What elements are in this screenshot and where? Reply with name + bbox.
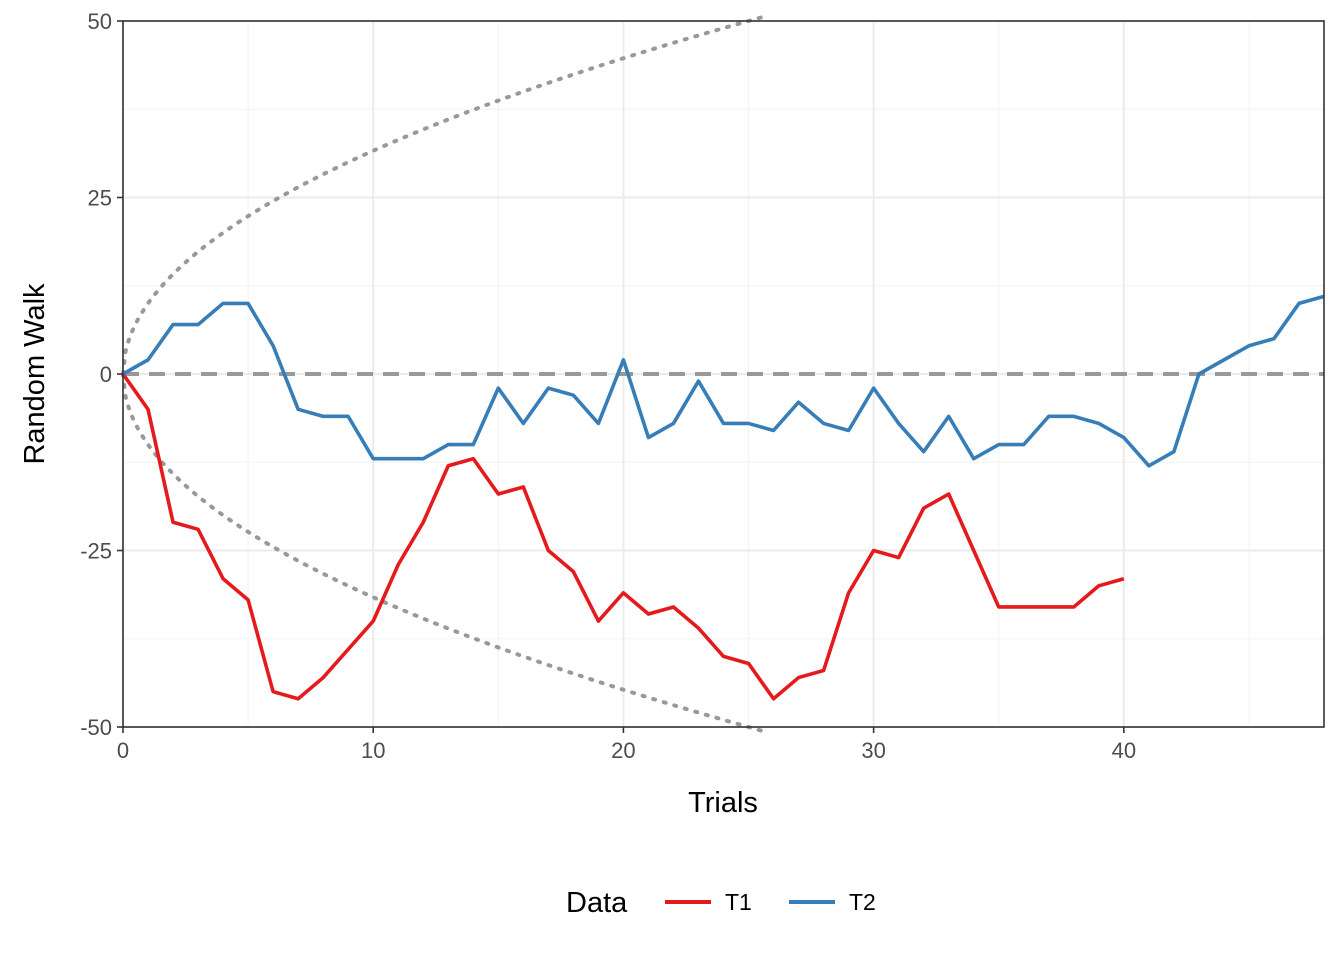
x-tick-label: 20 [611,738,635,763]
y-tick-label: -50 [80,715,112,740]
x-tick-label: 0 [117,738,129,763]
series-line-t1 [121,372,1125,701]
x-tick-labels: 0 10 20 30 40 [117,738,1136,763]
legend-title: Data [566,887,628,919]
y-tick-labels: -50 -25 0 25 50 [80,9,112,740]
x-tick-label: 10 [361,738,385,763]
lower-boundary-curve [121,372,764,733]
y-tick-label: -25 [80,539,112,564]
y-axis-title: Random Walk [19,283,51,465]
x-tick-label: 30 [861,738,885,763]
y-tick-label: 50 [88,9,112,34]
series-layer [121,294,1325,701]
series-line-t2 [122,294,1325,468]
legend-label-t2: T2 [849,889,876,915]
reference-lines [121,15,1324,733]
y-tick-label: 0 [100,362,112,387]
legend-label-t1: T1 [725,889,752,915]
legend: Data T1 T2 [566,887,876,919]
x-tick-label: 40 [1112,738,1136,763]
y-tick-label: 25 [88,186,112,211]
upper-boundary-curve [121,15,764,376]
axis-ticks [117,20,1125,733]
x-axis-title: Trials [688,787,758,819]
